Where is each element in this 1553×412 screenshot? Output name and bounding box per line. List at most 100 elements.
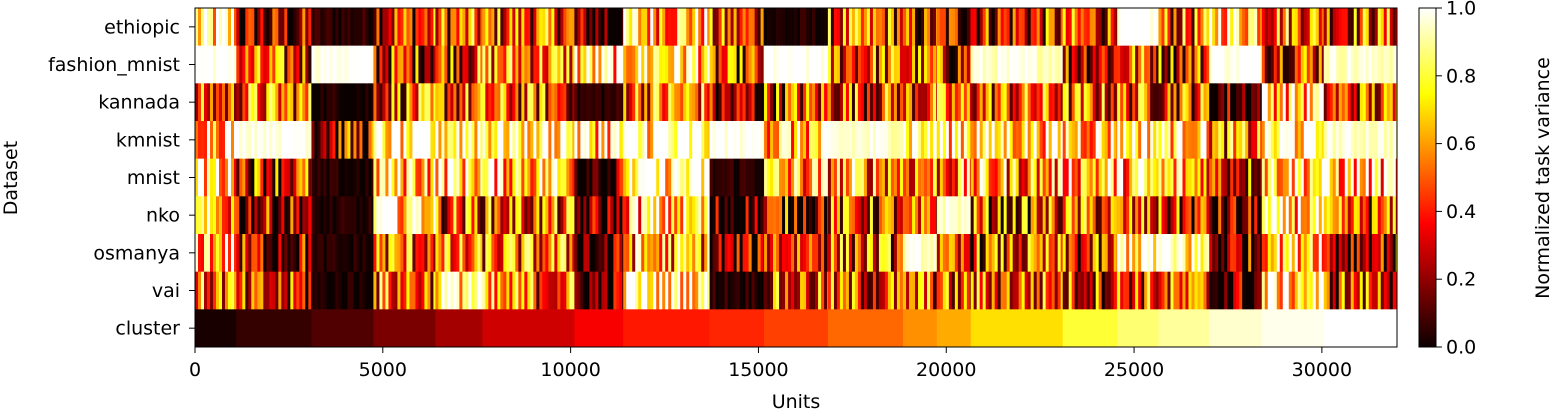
heatmap-cell — [1206, 8, 1210, 47]
heatmap-cell — [198, 83, 202, 122]
heatmap-cell — [1009, 8, 1014, 47]
heatmap-cell — [506, 121, 510, 160]
heatmap-cell — [341, 45, 345, 84]
heatmap-cell — [397, 234, 401, 273]
heatmap-cell — [438, 121, 442, 160]
heatmap-cell — [1206, 234, 1210, 273]
heatmap-cell — [518, 45, 522, 84]
heatmap-cell — [1120, 83, 1124, 122]
heatmap-cell — [1248, 121, 1252, 160]
heatmap-cell — [707, 83, 710, 122]
heatmap-cell — [854, 234, 859, 273]
heatmap-cell — [979, 196, 984, 235]
heatmap-cell — [409, 83, 413, 122]
heatmap-cell — [293, 271, 297, 310]
heatmap-cell — [623, 271, 627, 310]
heatmap-cell — [323, 271, 327, 310]
heatmap-cell — [500, 271, 504, 310]
heatmap-cell — [1048, 271, 1053, 310]
heatmap-cell — [887, 121, 892, 160]
heatmap-cell — [1341, 8, 1346, 47]
heatmap-row-ethiopic — [195, 8, 1398, 47]
heatmap-cell — [518, 271, 522, 310]
heatmap-cell — [1239, 121, 1243, 160]
heatmap-cell — [1110, 158, 1115, 197]
heatmap-cell — [933, 45, 937, 84]
heatmap-cell — [1077, 83, 1082, 122]
heatmap-cell — [622, 196, 624, 235]
heatmap-cell — [647, 196, 651, 235]
heatmap-cell — [391, 196, 395, 235]
heatmap-cell — [626, 83, 630, 122]
heatmap-cell — [406, 45, 410, 84]
heatmap-cell — [763, 8, 765, 47]
heatmap-cell — [296, 234, 300, 273]
heatmap-cell — [287, 234, 291, 273]
heatmap-cell — [951, 83, 956, 122]
heatmap-cell — [770, 45, 774, 84]
heatmap-cell — [927, 8, 931, 47]
heatmap-cell — [1257, 83, 1261, 122]
heatmap-cell — [957, 121, 962, 160]
heatmap-cell — [1309, 45, 1314, 84]
heatmap-cell — [1200, 83, 1204, 122]
heatmap-cell — [745, 234, 749, 273]
heatmap-cell — [924, 45, 928, 84]
heatmap-cell — [794, 45, 798, 84]
heatmap-cell — [982, 234, 987, 273]
heatmap-cell — [412, 8, 416, 47]
heatmap-cell — [903, 271, 907, 310]
heatmap-cell — [1036, 8, 1041, 47]
heatmap-cell — [1051, 121, 1056, 160]
heatmap-cell — [896, 234, 901, 273]
heatmap-cell — [359, 121, 363, 160]
heatmap-cell — [551, 158, 555, 197]
heatmap-cell — [1138, 121, 1142, 160]
heatmap-cell — [969, 196, 972, 235]
heatmap-cell — [757, 234, 761, 273]
heatmap-cell — [563, 8, 567, 47]
heatmap-cell — [909, 196, 913, 235]
heatmap-cell — [533, 8, 537, 47]
heatmap-cell — [462, 121, 466, 160]
heatmap-cell — [314, 234, 318, 273]
heatmap-cell — [394, 8, 398, 47]
heatmap-cell — [754, 271, 758, 310]
heatmap-cell — [742, 45, 746, 84]
heatmap-cell — [1068, 45, 1073, 84]
heatmap-cell — [527, 45, 531, 84]
heatmap-cell — [344, 234, 348, 273]
heatmap-cell — [533, 121, 537, 160]
heatmap-cell — [671, 83, 675, 122]
heatmap-cell — [1158, 271, 1162, 310]
heatmap-cell — [1248, 158, 1252, 197]
heatmap-cell — [201, 45, 205, 84]
heatmap-cell — [1227, 271, 1231, 310]
heatmap-cell — [1203, 196, 1207, 235]
heatmap-cell — [745, 271, 749, 310]
heatmap-cell — [1030, 45, 1035, 84]
heatmap-cell — [1018, 234, 1023, 273]
heatmap-cell — [613, 8, 617, 47]
heatmap-cell — [632, 234, 636, 273]
heatmap-cell — [1194, 158, 1198, 197]
heatmap-cell — [1176, 121, 1180, 160]
heatmap-cell — [1173, 83, 1177, 122]
heatmap-cell — [1239, 234, 1243, 273]
heatmap-cell — [718, 271, 722, 310]
heatmap-cell — [335, 196, 339, 235]
heatmap-cell — [450, 83, 454, 122]
heatmap-cell — [860, 45, 865, 84]
heatmap-cell — [715, 45, 719, 84]
heatmap-cell — [1113, 196, 1118, 235]
heatmap-cell — [896, 83, 901, 122]
heatmap-cell — [948, 196, 953, 235]
heatmap-cell — [1015, 45, 1020, 84]
heatmap-cell — [441, 234, 445, 273]
heatmap-cell — [373, 234, 377, 273]
heatmap-cell — [809, 45, 813, 84]
heatmap-cell — [733, 121, 737, 160]
cluster-cell — [373, 309, 436, 348]
heatmap-cell — [1383, 8, 1388, 47]
heatmap-cell — [1303, 8, 1308, 47]
